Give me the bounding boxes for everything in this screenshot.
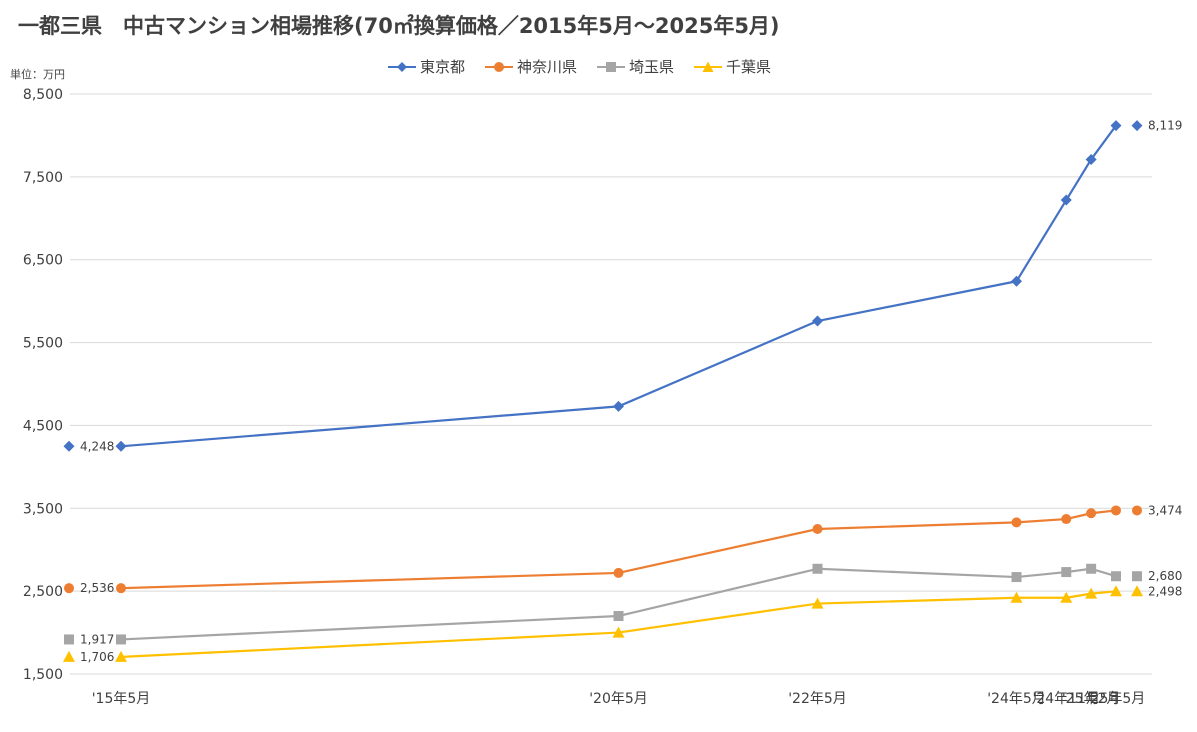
data-point-saitama: [1086, 563, 1097, 574]
data-point-tokyo: [1110, 120, 1122, 132]
data-point-tokyo: [613, 400, 624, 412]
data-point-kanagawa: [812, 524, 823, 534]
end-label-marker-tokyo: [1131, 120, 1143, 132]
y-tick-label: 7,500: [23, 170, 63, 186]
legend-label-saitama: 埼玉県: [629, 58, 675, 76]
data-point-tokyo: [1085, 153, 1097, 165]
data-point-kanagawa: [613, 567, 624, 578]
y-tick-label: 6,500: [23, 253, 63, 269]
start-label-marker-chiba: [63, 650, 75, 662]
unit-label: 単位：万円: [10, 68, 65, 81]
data-point-chiba: [612, 626, 625, 638]
data-point-tokyo: [1011, 275, 1022, 287]
data-point-kanagawa: [1011, 517, 1022, 528]
x-tick-label: '20年5月: [589, 691, 648, 707]
end-label-marker-chiba: [1131, 585, 1143, 597]
data-point-saitama: [116, 634, 126, 645]
y-tick-label: 1,500: [23, 667, 63, 683]
start-label-marker-kanagawa: [64, 583, 74, 594]
legend-marker-triangle-icon: [694, 61, 723, 72]
start-label-marker-tokyo: [63, 440, 75, 452]
data-point-kanagawa: [1061, 514, 1072, 525]
x-tick-label: '25年5月: [1087, 691, 1146, 707]
data-point-saitama: [812, 563, 823, 574]
data-point-chiba: [115, 650, 127, 662]
x-tick-label: '24年11月: [1033, 691, 1100, 707]
y-tick-label: 3,500: [23, 501, 63, 517]
legend-marker-square-icon: [597, 61, 626, 72]
start-label-marker-saitama: [64, 634, 74, 645]
legend-marker-circle-icon: [485, 61, 514, 72]
y-tick-label: 5,500: [23, 336, 63, 352]
data-label-start-saitama: 1,917: [80, 632, 114, 646]
x-tick-label: '22年5月: [788, 691, 847, 707]
x-tick-label: '24年5月: [987, 691, 1046, 707]
legend-label-chiba: 千葉県: [726, 58, 772, 76]
data-point-saitama: [613, 611, 624, 621]
data-label-end-tokyo: 8,119: [1148, 119, 1182, 133]
chart-title: 一都三県 中古マンション相場推移(70㎡換算価格／2015年5月～2025年5月…: [18, 14, 780, 38]
x-tick-label: '15年5月: [92, 691, 151, 707]
data-point-saitama: [1111, 571, 1121, 582]
y-tick-label: 2,500: [23, 584, 63, 600]
data-point-kanagawa: [116, 583, 126, 594]
data-point-chiba: [1085, 587, 1098, 599]
legend-item-saitama: 埼玉県: [597, 56, 674, 77]
data-label-end-chiba: 2,498: [1148, 584, 1182, 598]
data-point-kanagawa: [1111, 505, 1121, 516]
legend-label-tokyo: 東京都: [420, 58, 466, 76]
data-point-saitama: [1061, 567, 1072, 578]
data-label-start-kanagawa: 2,536: [80, 581, 114, 595]
data-point-tokyo: [115, 440, 127, 452]
end-label-marker-kanagawa: [1132, 505, 1142, 516]
data-point-chiba: [1060, 591, 1073, 603]
data-point-chiba: [1110, 585, 1122, 597]
legend-item-kanagawa: 神奈川県: [485, 56, 577, 77]
end-label-marker-saitama: [1132, 571, 1142, 582]
series-line-chiba: [120, 590, 1117, 659]
data-label-end-saitama: 2,680: [1148, 569, 1182, 583]
data-label-start-chiba: 1,706: [80, 650, 114, 664]
y-tick-label: 8,500: [23, 87, 63, 103]
legend-label-kanagawa: 神奈川県: [517, 58, 578, 76]
legend-item-chiba: 千葉県: [694, 56, 771, 77]
legend-item-tokyo: 東京都: [388, 56, 465, 77]
data-label-start-tokyo: 4,248: [80, 439, 114, 453]
data-point-chiba: [1010, 591, 1023, 603]
x-tick-label: '25年2月: [1062, 691, 1121, 707]
data-label-end-kanagawa: 3,474: [1148, 503, 1182, 517]
y-tick-label: 4,500: [23, 418, 63, 434]
chart-legend: 東京都 神奈川県 埼玉県 千葉県: [388, 56, 771, 77]
data-point-saitama: [1011, 572, 1022, 583]
legend-marker-diamond-icon: [388, 61, 416, 72]
data-point-chiba: [811, 597, 824, 609]
data-point-kanagawa: [1086, 508, 1097, 519]
series-line-tokyo: [120, 124, 1117, 448]
data-point-tokyo: [1060, 194, 1072, 206]
data-point-tokyo: [812, 315, 823, 327]
